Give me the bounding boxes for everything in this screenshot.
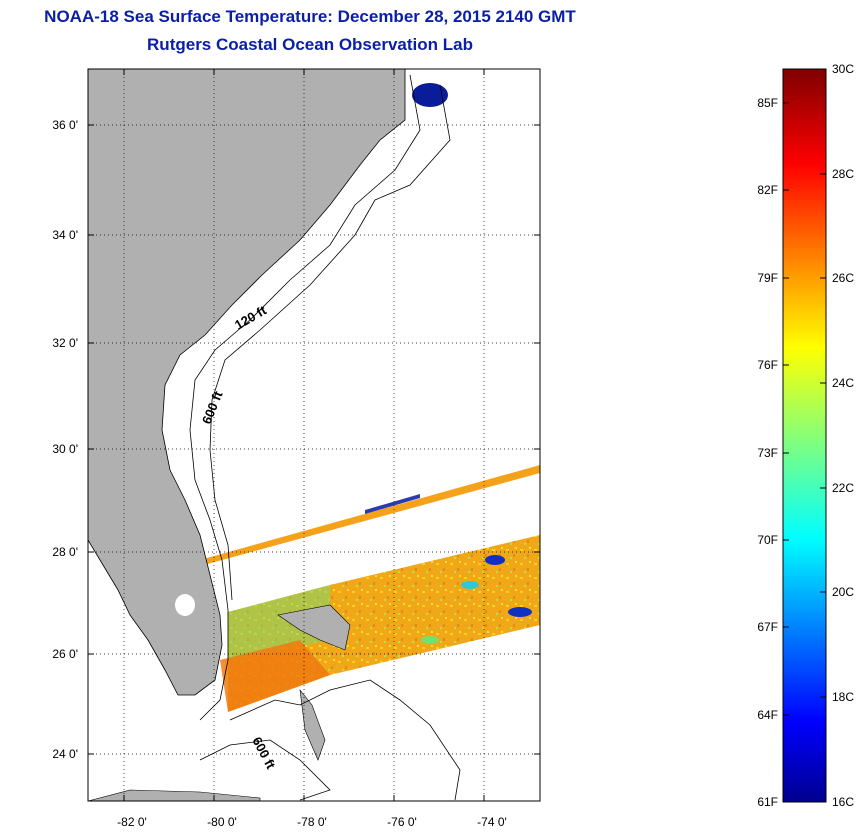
lat-tick-label: 30 0' [52, 442, 78, 456]
colorbar-fahrenheit-label: 67F [757, 620, 778, 634]
sst-cool-patch [461, 581, 479, 589]
lat-tick-label: 24 0' [52, 747, 78, 761]
contour-120ft [189, 74, 421, 721]
sst-cold-patch [485, 555, 505, 565]
sst-swath-narrow [200, 465, 540, 566]
colorbar-ticks [783, 68, 826, 803]
sst-swath-cool-edge [228, 585, 330, 660]
colorbar-fahrenheit-label: 61F [757, 795, 778, 809]
lake-okeechobee [175, 594, 195, 616]
lon-tick-label: -78 0' [297, 815, 327, 829]
map-subtitle: Rutgers Coastal Ocean Observation Lab [147, 35, 473, 54]
lon-tick-label: -82 0' [117, 815, 147, 829]
colorbar-celsius-label: 30C [832, 62, 854, 76]
sst-cold-patch-hatteras [412, 83, 448, 107]
land-southeast-us [88, 69, 406, 696]
colorbar-fahrenheit-label: 76F [757, 358, 778, 372]
colorbar [782, 68, 827, 803]
lat-tick-label: 34 0' [52, 228, 78, 242]
colorbar-fahrenheit-label: 82F [757, 183, 778, 197]
map-title: NOAA-18 Sea Surface Temperature: Decembe… [44, 7, 576, 26]
lon-tick-label: -76 0' [387, 815, 417, 829]
lon-tick-label: -74 0' [477, 815, 507, 829]
map-frame [87, 68, 541, 802]
contour-600ft [209, 84, 451, 601]
lat-tick-label: 28 0' [52, 545, 78, 559]
colorbar-celsius-label: 24C [832, 376, 854, 390]
colorbar-celsius-label: 22C [832, 481, 854, 495]
colorbar-fahrenheit-label: 70F [757, 533, 778, 547]
colorbar-fahrenheit-label: 79F [757, 271, 778, 285]
land-cuba [88, 789, 261, 801]
colorbar-celsius-label: 26C [832, 271, 854, 285]
colorbar-celsius-label: 16C [832, 795, 854, 809]
sst-swath-warm-south [220, 640, 330, 712]
island-andros [299, 688, 326, 761]
contour-600ft-south [199, 739, 331, 801]
colorbar-fahrenheit-label: 85F [757, 96, 778, 110]
lat-tick-label: 36 0' [52, 118, 78, 132]
sst-cold-patch [365, 494, 420, 514]
sst-cool-patch [421, 636, 439, 644]
graticule [88, 69, 540, 801]
colorbar-fahrenheit-label: 73F [757, 446, 778, 460]
lon-tick-label: -80 0' [207, 815, 237, 829]
colorbar-celsius-label: 18C [832, 690, 854, 704]
lat-tick-label: 26 0' [52, 647, 78, 661]
sst-cold-patch [508, 607, 532, 617]
lat-tick-label: 32 0' [52, 336, 78, 350]
colorbar-celsius-label: 20C [832, 585, 854, 599]
axis-ticks [88, 69, 540, 801]
colorbar-celsius-label: 28C [832, 167, 854, 181]
island-abaco [277, 604, 351, 651]
colorbar-fahrenheit-label: 64F [757, 708, 778, 722]
contour-bahamas-bank [229, 679, 461, 801]
